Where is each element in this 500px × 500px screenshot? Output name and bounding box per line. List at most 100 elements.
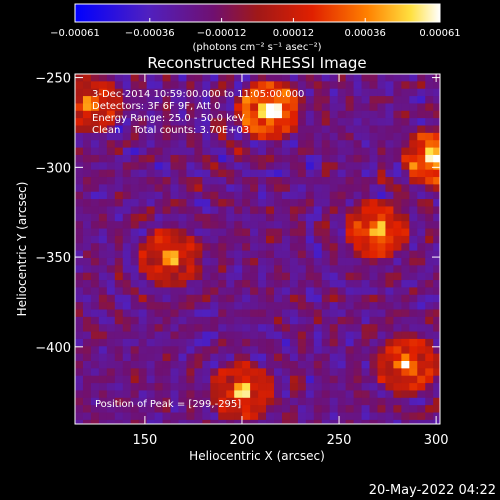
heatmap-cell — [329, 280, 339, 288]
heatmap-cell — [202, 280, 211, 288]
heatmap-cell — [433, 132, 441, 141]
heatmap-cell — [313, 265, 323, 274]
heatmap-cell — [194, 265, 203, 274]
heatmap-cell — [75, 419, 84, 425]
heatmap-cell — [178, 250, 187, 259]
heatmap-cell — [377, 324, 386, 332]
heatmap-cell — [266, 154, 275, 163]
heatmap-cell — [202, 397, 211, 406]
heatmap-cell — [377, 265, 386, 274]
heatmap-cell — [75, 346, 84, 355]
heatmap-cell — [377, 132, 386, 141]
heatmap-cell — [369, 250, 378, 259]
heatmap-cell — [82, 331, 92, 340]
heatmap-cell — [337, 280, 347, 288]
heatmap-cell — [82, 191, 92, 200]
heatmap-cell — [258, 191, 267, 200]
heatmap-cell — [258, 74, 267, 82]
heatmap-cell — [130, 316, 140, 325]
heatmap-cell — [242, 154, 251, 163]
heatmap-cell — [337, 405, 347, 413]
heatmap-cell — [393, 213, 402, 222]
heatmap-cell — [274, 383, 283, 391]
heatmap-cell — [425, 316, 434, 325]
heatmap-cell — [170, 125, 179, 134]
heatmap-cell — [409, 132, 418, 141]
heatmap-cell — [361, 331, 370, 340]
heatmap-cell — [425, 110, 434, 119]
heatmap-cell — [393, 309, 402, 318]
heatmap-cell — [122, 405, 132, 413]
heatmap-cell — [130, 353, 140, 362]
heatmap-cell — [425, 368, 434, 377]
heatmap-cell — [281, 199, 291, 207]
heatmap-cell — [361, 368, 370, 377]
heatmap-cell — [226, 331, 235, 340]
heatmap-cell — [242, 74, 251, 82]
heatmap-cell — [178, 88, 187, 97]
heatmap-cell — [274, 316, 283, 325]
heatmap-cell — [289, 390, 299, 399]
heatmap-cell — [178, 338, 187, 347]
heatmap-cell — [289, 162, 299, 171]
heatmap-cell — [361, 346, 370, 355]
heatmap-cell — [114, 169, 124, 178]
heatmap-cell — [226, 74, 235, 82]
heatmap-cell — [266, 272, 275, 281]
heatmap-cell — [417, 346, 426, 355]
heatmap-cell — [234, 213, 243, 222]
heatmap-cell — [281, 206, 291, 215]
heatmap-cell — [106, 280, 116, 288]
heatmap-cell — [98, 405, 108, 413]
heatmap-cell — [401, 162, 410, 171]
heatmap-cell — [361, 169, 370, 178]
heatmap-cell — [106, 132, 116, 141]
heatmap-cell — [218, 331, 227, 340]
heatmap-cell — [274, 353, 283, 362]
heatmap-cell — [393, 390, 402, 399]
heatmap-cell — [130, 206, 140, 215]
heatmap-cell — [250, 154, 259, 163]
heatmap-cell — [297, 265, 307, 274]
heatmap-cell — [305, 103, 315, 112]
heatmap-cell — [218, 162, 227, 171]
heatmap-cell — [258, 184, 267, 193]
heatmap-cell — [82, 118, 92, 126]
heatmap-cell — [297, 419, 307, 425]
heatmap-cell — [90, 368, 100, 377]
heatmap-cell — [82, 132, 92, 141]
heatmap-cell — [345, 103, 354, 112]
heatmap-cell — [250, 235, 259, 244]
heatmap-cell — [170, 375, 179, 384]
heatmap-cell — [250, 331, 259, 340]
heatmap-cell — [250, 272, 259, 281]
heatmap-cell — [433, 397, 441, 406]
heatmap-cell — [281, 154, 291, 163]
heatmap-cell — [138, 96, 148, 104]
heatmap-cell — [361, 361, 370, 369]
heatmap-cell — [433, 412, 441, 421]
heatmap-cell — [194, 375, 203, 384]
heatmap-cell — [114, 346, 124, 355]
heatmap-cell — [401, 169, 410, 178]
heatmap-cell — [226, 88, 235, 97]
heatmap-cell — [250, 213, 259, 222]
heatmap-cell — [178, 375, 187, 384]
heatmap-cell — [305, 74, 315, 82]
heatmap-cell — [170, 353, 179, 362]
heatmap-cell — [122, 368, 132, 377]
heatmap-cell — [210, 140, 219, 148]
heatmap-cell — [393, 353, 402, 362]
heatmap-cell — [321, 390, 331, 399]
heatmap-cell — [393, 302, 402, 310]
heatmap-cell — [122, 346, 132, 355]
heatmap-cell — [425, 228, 434, 237]
heatmap-cell — [409, 184, 418, 193]
heatmap-cell — [417, 88, 426, 97]
heatmap-cell — [401, 147, 410, 156]
heatmap-cell — [106, 184, 116, 193]
heatmap-cell — [401, 265, 410, 274]
heatmap-cell — [393, 324, 402, 332]
heatmap-cell — [385, 125, 394, 134]
heatmap-cell — [90, 177, 100, 185]
